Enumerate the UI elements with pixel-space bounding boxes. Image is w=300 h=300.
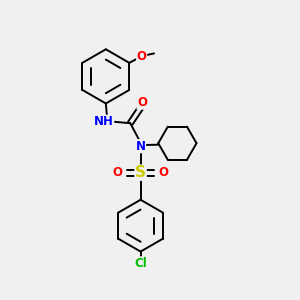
Text: O: O <box>137 50 147 63</box>
Text: NH: NH <box>94 115 114 128</box>
Text: O: O <box>137 96 147 109</box>
Text: Cl: Cl <box>134 257 147 270</box>
Text: O: O <box>158 166 169 179</box>
Text: S: S <box>135 165 146 180</box>
Text: N: N <box>136 140 146 153</box>
Text: O: O <box>112 166 123 179</box>
